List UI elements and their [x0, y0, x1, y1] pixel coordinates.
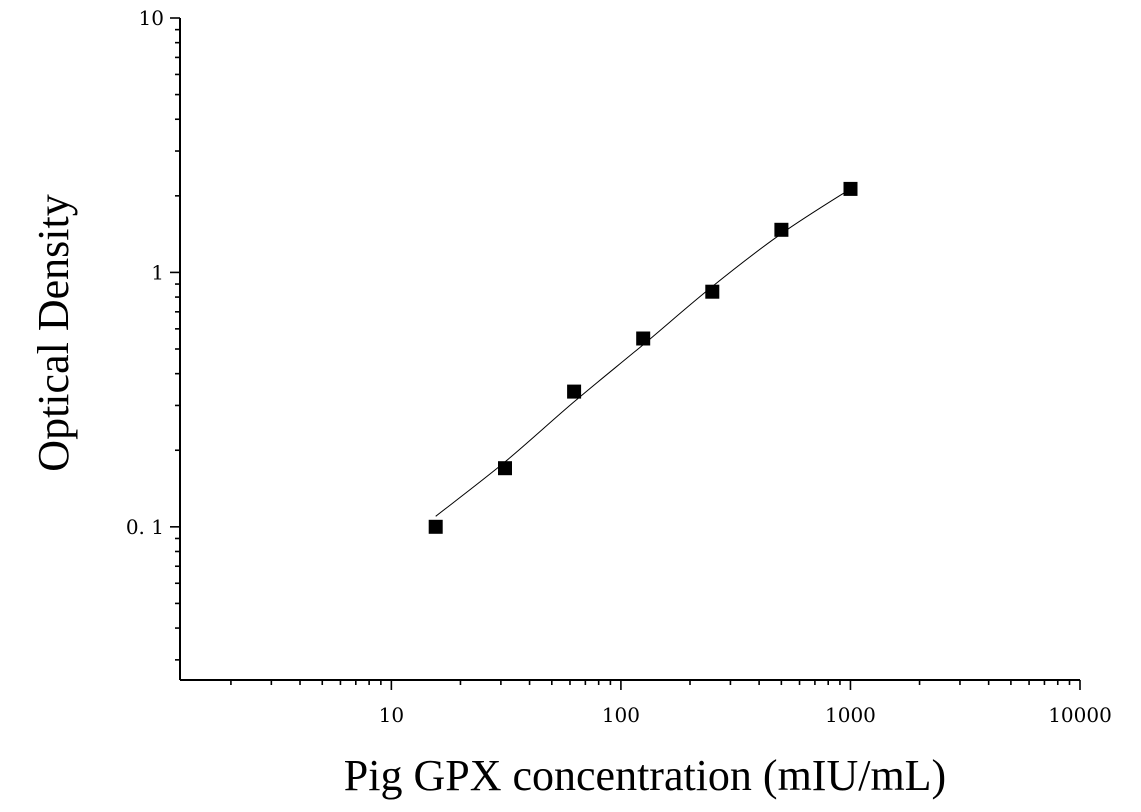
- data-point-marker: [705, 284, 720, 299]
- y-tick-label: 10: [139, 6, 164, 30]
- x-tick-label: 10000: [1048, 703, 1112, 727]
- y-tick-label: 1: [151, 260, 164, 284]
- x-tick-label: 10: [379, 703, 404, 727]
- data-point-marker: [843, 181, 858, 196]
- fit-curve: [435, 188, 851, 517]
- data-point-marker: [428, 519, 443, 534]
- y-tick-label: 0. 1: [126, 515, 164, 539]
- data-point-marker: [498, 461, 512, 476]
- y-axis-title: Optical Density: [29, 194, 78, 471]
- x-tick-label: 100: [602, 703, 640, 727]
- data-point-marker: [636, 331, 651, 346]
- x-tick-label: 1000: [825, 703, 876, 727]
- data-point-marker: [774, 222, 789, 237]
- x-axis-title: Pig GPX concentration (mIU/mL): [344, 751, 946, 800]
- data-point-marker: [567, 384, 582, 399]
